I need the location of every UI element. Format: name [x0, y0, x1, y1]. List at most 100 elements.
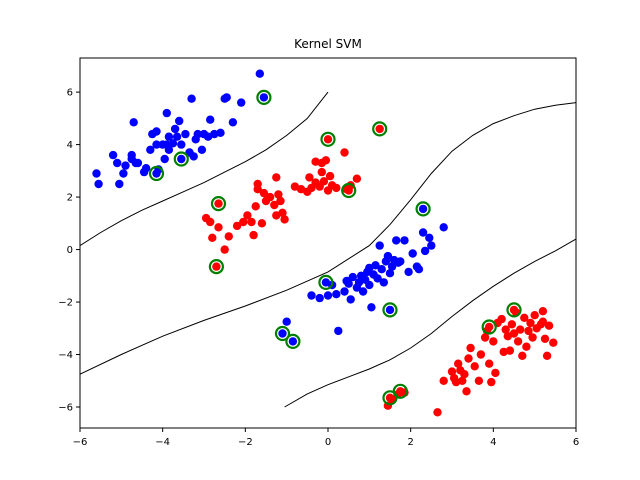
data-point — [507, 320, 517, 329]
data-point — [530, 311, 539, 320]
data-point — [365, 263, 374, 273]
data-point — [497, 314, 506, 324]
data-point — [509, 305, 519, 315]
data-point — [458, 376, 467, 385]
data-point — [392, 236, 401, 245]
data-point — [538, 307, 548, 316]
data-point — [115, 179, 124, 189]
data-point — [524, 326, 533, 336]
data-point — [152, 140, 161, 149]
data-point — [480, 333, 490, 342]
support-vector-marker — [320, 131, 336, 147]
x-axis: −6 −4 −2 0 2 4 6 — [73, 428, 579, 448]
x-tick-label: 2 — [407, 437, 413, 448]
data-point — [121, 161, 130, 170]
data-point — [94, 179, 103, 189]
data-point — [470, 362, 479, 371]
data-point — [152, 127, 161, 136]
data-point — [228, 118, 238, 127]
data-point — [323, 291, 333, 300]
data-point — [516, 325, 525, 334]
data-point — [253, 185, 262, 194]
data-point — [212, 262, 221, 271]
support-vector-marker — [210, 196, 227, 212]
data-point — [168, 139, 178, 148]
data-point — [164, 145, 174, 154]
support-vector-marker — [274, 325, 291, 342]
data-point — [379, 278, 388, 287]
x-tick-label: 4 — [490, 437, 496, 448]
data-point — [367, 303, 376, 312]
data-point — [222, 93, 231, 102]
data-point — [141, 164, 151, 173]
data-point — [237, 98, 246, 107]
data-point — [259, 188, 269, 198]
data-point — [189, 152, 198, 161]
data-point — [243, 211, 252, 220]
data-point — [544, 321, 554, 330]
data-point — [119, 169, 128, 178]
data-point — [265, 192, 275, 202]
data-point — [365, 280, 374, 290]
data-point — [321, 156, 331, 165]
data-point — [346, 295, 355, 304]
x-tick-label: −2 — [238, 437, 253, 448]
data-points — [92, 69, 558, 417]
data-point — [214, 199, 223, 208]
data-point — [251, 202, 260, 211]
data-point — [170, 124, 180, 134]
y-tick-label: 0 — [67, 245, 73, 256]
data-point — [526, 318, 535, 328]
data-point — [255, 69, 264, 78]
data-point — [129, 118, 138, 127]
data-point — [146, 145, 155, 154]
data-point — [433, 408, 442, 417]
data-point — [513, 337, 523, 346]
y-tick-label: −2 — [58, 298, 73, 309]
data-point — [164, 132, 174, 141]
data-point — [464, 354, 473, 363]
data-point — [542, 351, 552, 360]
data-point — [385, 269, 395, 278]
data-point — [108, 150, 118, 160]
data-point — [522, 342, 531, 351]
data-point — [216, 128, 225, 137]
data-point — [334, 326, 343, 336]
data-point — [462, 387, 471, 396]
data-point — [177, 140, 186, 149]
data-point — [278, 208, 287, 217]
support-vector-marker — [341, 182, 357, 199]
y-tick-label: −6 — [58, 403, 73, 414]
data-point — [177, 154, 186, 164]
data-point — [193, 129, 202, 139]
data-point — [152, 169, 161, 178]
y-tick-label: 6 — [67, 88, 73, 99]
data-point — [206, 217, 215, 227]
data-point — [325, 171, 335, 181]
data-point — [447, 367, 457, 376]
data-point — [352, 174, 362, 183]
data-point — [375, 241, 384, 250]
data-point — [427, 241, 436, 250]
data-point — [414, 265, 424, 274]
support-vector-marker — [285, 333, 301, 349]
chart-title: Kernel SVM — [294, 37, 362, 51]
data-point — [491, 368, 500, 378]
y-tick-label: 4 — [67, 140, 73, 151]
data-point — [404, 267, 413, 277]
data-point — [420, 246, 430, 256]
data-point — [489, 337, 498, 346]
data-point — [270, 200, 279, 210]
data-point — [160, 154, 169, 164]
x-tick-label: 6 — [573, 437, 579, 448]
data-point — [206, 115, 215, 124]
decision-boundary-line — [80, 102, 576, 375]
y-tick-label: 2 — [67, 193, 73, 204]
data-point — [162, 108, 171, 118]
y-tick-label: −4 — [58, 350, 73, 361]
support-vector-marker — [481, 319, 497, 335]
data-point — [408, 249, 417, 258]
data-point — [214, 223, 223, 232]
